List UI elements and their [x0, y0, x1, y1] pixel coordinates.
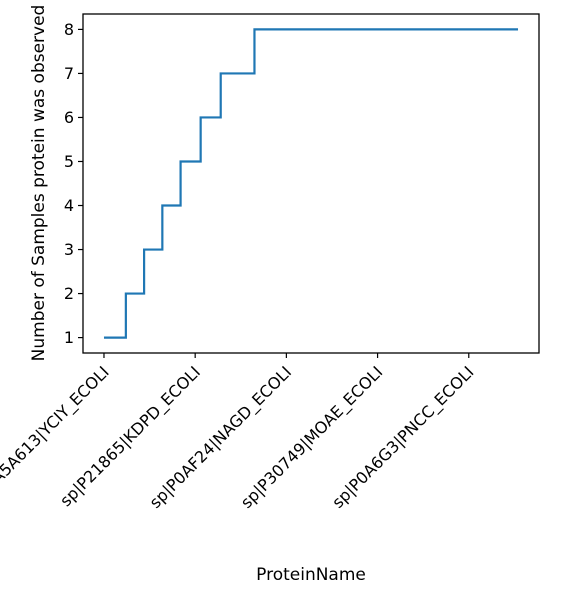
y-tick-label: 6 [64, 108, 74, 127]
y-tick-label: 1 [64, 328, 74, 347]
series-line [103, 28, 519, 339]
y-tick-label: 4 [64, 196, 74, 215]
y-tick-label: 5 [64, 152, 74, 171]
x-axis: sp|A5A613|YCIY_ECOLIsp|P21865|KDPD_ECOLI… [0, 353, 478, 513]
y-tick-label: 7 [64, 64, 74, 83]
y-axis: 1 2 3 4 5 6 7 8 [64, 20, 83, 347]
axes-frame [82, 13, 540, 354]
x-tick-label: sp|A5A613|YCIY_ECOLI [0, 362, 114, 505]
plot-area [82, 13, 540, 354]
y-axis-label: Number of Samples protein was observed [29, 5, 49, 362]
y-tick-label: 3 [64, 240, 74, 259]
x-axis-label: ProteinName [256, 565, 366, 585]
y-tick-label: 2 [64, 284, 74, 303]
y-tick-label: 8 [64, 20, 74, 39]
